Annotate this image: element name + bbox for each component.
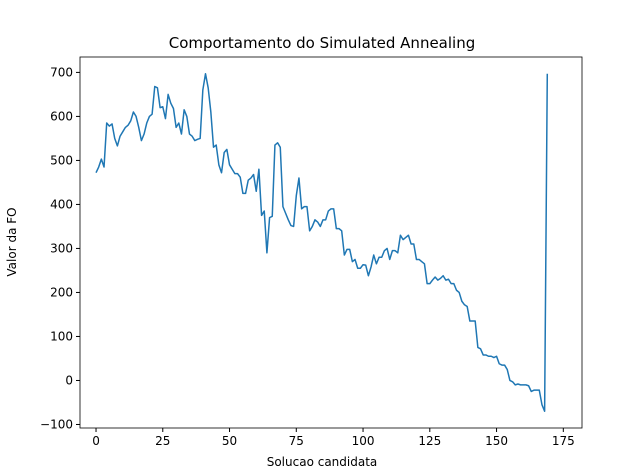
y-tick-label: −100 (40, 417, 73, 431)
x-tick-label: 50 (222, 434, 237, 448)
x-tick-label: 100 (352, 434, 375, 448)
x-tick-label: 25 (155, 434, 170, 448)
x-tick-label: 0 (92, 434, 100, 448)
chart-title: Comportamento do Simulated Annealing (169, 34, 475, 52)
y-tick-label: 200 (50, 285, 73, 299)
y-tick-label: 700 (50, 65, 73, 79)
x-axis-label: Solucao candidata (267, 455, 378, 469)
x-tick-label: 125 (418, 434, 441, 448)
x-tick-label: 75 (289, 434, 304, 448)
plot-frame (79, 56, 583, 429)
x-tick-label: 175 (552, 434, 575, 448)
data-line (95, 72, 549, 413)
y-tick-label: 0 (65, 373, 73, 387)
y-tick-label: 400 (50, 197, 73, 211)
y-tick-label: 500 (50, 153, 73, 167)
y-tick-label: 600 (50, 109, 73, 123)
x-tick-label: 150 (485, 434, 508, 448)
y-axis-label: Valor da FO (5, 207, 19, 276)
y-tick-label: 100 (50, 329, 73, 343)
y-tick-label: 300 (50, 241, 73, 255)
